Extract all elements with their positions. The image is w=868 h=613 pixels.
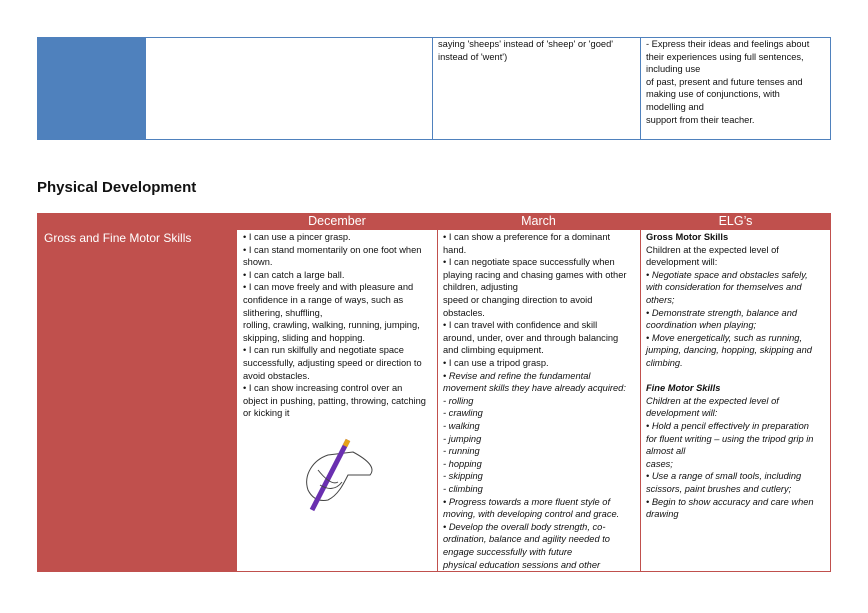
blue-cell — [38, 38, 145, 139]
divider — [640, 37, 641, 140]
divider — [432, 37, 433, 140]
cell-line: climbing. — [646, 358, 683, 368]
cell-line: successfully, adjusting speed or directi… — [243, 358, 422, 368]
cell-line: playing racing and chasing games with ot… — [443, 269, 627, 280]
cell-line: modelling and — [646, 102, 704, 112]
cell-line: • I can use a tripod grasp. — [443, 358, 549, 368]
cell-line: with consideration for themselves and — [646, 282, 802, 293]
cell-line: engage successfully with future — [443, 547, 573, 557]
cell-line: • I can negotiate space successfully whe… — [443, 257, 615, 268]
cell-line: - running — [443, 446, 480, 457]
cell-line: - Express their ideas and feelings about — [646, 39, 810, 49]
cell-line: • I can catch a large ball. — [243, 269, 345, 280]
section-title: Physical Development — [37, 179, 197, 196]
cell-line: • Negotiate space and obstacles safely, — [646, 269, 808, 280]
cell-line: or kicking it — [243, 408, 290, 419]
top-table — [37, 37, 831, 140]
cell-line: cases; — [646, 458, 673, 469]
cell-line: movement skills they have already acquir… — [443, 383, 626, 394]
column-header: ELG’s — [718, 214, 753, 228]
column-header: March — [521, 214, 556, 228]
divider — [640, 230, 641, 572]
cell-line: Gross Motor Skills — [646, 232, 729, 242]
cell-line: instead of 'went') — [438, 51, 508, 62]
cell-line: jumping, dancing, hopping, skipping and — [646, 345, 812, 356]
cell-line: • Progress towards a more fluent style o… — [443, 496, 611, 507]
cell-line: around, under, over and through balancin… — [443, 332, 619, 343]
cell-line: rolling, crawling, walking, running, jum… — [243, 320, 420, 331]
cell-line: slithering, shuffling, — [243, 307, 323, 318]
cell-line: Fine Motor Skills — [646, 383, 721, 394]
cell-line: - hopping — [443, 458, 482, 469]
cell-line: • Begin to show accuracy and care when — [646, 496, 814, 507]
cell-line: almost all — [646, 446, 686, 457]
cell-line: moving, with developing control and grac… — [443, 509, 620, 520]
cell-line: • I can travel with confidence and skill — [443, 320, 598, 331]
cell-line: drawing — [646, 509, 679, 520]
cell-line: • I can run skilfully and negotiate spac… — [243, 345, 404, 356]
cell-line: - rolling — [443, 395, 474, 406]
cell-line: others; — [646, 295, 675, 305]
cell-line: • I can show a preference for a dominant — [443, 232, 611, 242]
cell-line: confidence in a range of ways, such as — [243, 295, 404, 305]
cell-line: obstacles. — [443, 307, 485, 318]
header-row — [37, 213, 831, 230]
divider — [145, 37, 146, 140]
cell-line: support from their teacher. — [646, 114, 755, 125]
cell-line: ordination, balance and agility needed t… — [443, 534, 610, 545]
cell-line: - jumping — [443, 433, 482, 444]
cell-line: • Demonstrate strength, balance and — [646, 307, 798, 318]
label-column — [37, 213, 237, 572]
cell-line: children, adjusting — [443, 282, 518, 293]
divider — [437, 230, 438, 572]
cell-line: • Move energetically, such as running, — [646, 332, 803, 343]
cell-line: • Use a range of small tools, including — [646, 471, 802, 482]
cell-line: development will: — [646, 257, 718, 268]
cell-line: coordination when playing; — [646, 320, 757, 331]
cell-line: - walking — [443, 421, 480, 431]
cell-line: including use — [646, 64, 701, 75]
cell-line: shown. — [243, 257, 273, 268]
cell-line: • Hold a pencil effectively in preparati… — [646, 421, 809, 431]
cell-line: • I can show increasing control over an — [243, 383, 403, 394]
cell-line: object in pushing, patting, throwing, ca… — [243, 395, 426, 406]
cell-line: avoid obstacles. — [243, 370, 310, 381]
cell-line: • I can move freely and with pleasure an… — [243, 282, 414, 293]
cell-line: speed or changing direction to avoid — [443, 295, 593, 305]
cell-line: saying 'sheeps' instead of 'sheep' or 'g… — [438, 39, 614, 49]
pencil-hand-icon — [306, 438, 373, 512]
cell-line: for fluent writing – using the tripod gr… — [646, 433, 814, 444]
cell-line: - skipping — [443, 471, 483, 482]
cell-line: scissors, paint brushes and cutlery; — [646, 484, 792, 494]
cell-line: making use of conjunctions, with — [646, 89, 780, 100]
cell-line: • Develop the overall body strength, co- — [443, 521, 606, 532]
cell-line: - climbing — [443, 484, 483, 494]
row-label: Gross and Fine Motor Skills — [44, 231, 192, 245]
cell-line: skipping, sliding and hopping. — [243, 332, 365, 343]
cell-line: Children at the expected level of — [646, 395, 779, 406]
cell-line: hand. — [443, 244, 467, 255]
cell-line: • I can stand momentarily on one foot wh… — [243, 244, 422, 255]
cell-line: - crawling — [443, 408, 483, 419]
cell-line: Children at the expected level of — [646, 244, 779, 255]
cell-line: development will: — [646, 408, 718, 419]
cell-line: of past, present and future tenses and — [646, 76, 803, 87]
cell-line: physical education sessions and other — [443, 559, 601, 570]
column-header: December — [308, 214, 366, 228]
cell-line: their experiences using full sentences, — [646, 51, 804, 62]
cell-line: and climbing equipment. — [443, 345, 544, 356]
cell-line: • Revise and refine the fundamental — [443, 370, 591, 381]
cell-line: • I can use a pincer grasp. — [243, 232, 351, 242]
